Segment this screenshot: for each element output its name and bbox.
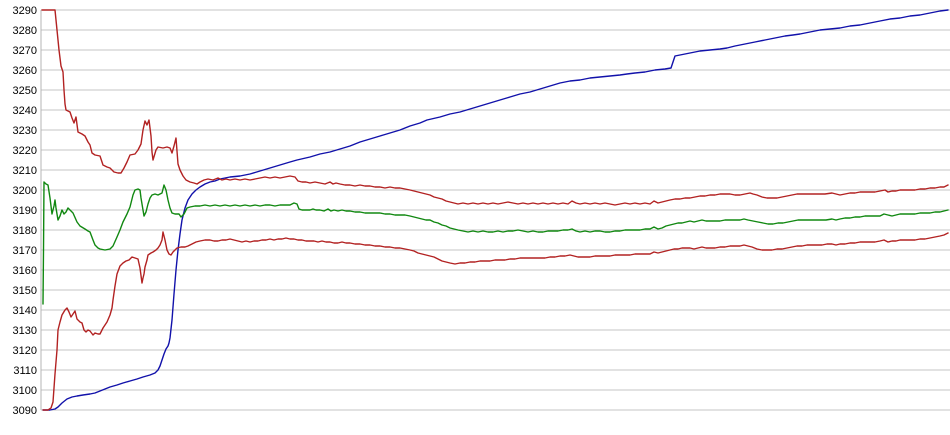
y-tick-label: 3200	[13, 185, 37, 197]
y-tick-label: 3220	[13, 145, 37, 157]
series-equity-line-blue	[42, 9, 949, 411]
y-tick-label: 3180	[13, 225, 37, 237]
series-lower-band-red	[42, 231, 949, 411]
series-upper-band-red	[41, 9, 949, 206]
y-tick-label: 3250	[13, 85, 37, 97]
y-tick-label: 3270	[13, 45, 37, 57]
y-tick-label: 3170	[13, 245, 37, 257]
y-tick-label: 3150	[13, 285, 37, 297]
y-tick-label: 3230	[13, 125, 37, 137]
y-tick-label: 3090	[13, 405, 37, 417]
y-tick-label: 3130	[13, 325, 37, 337]
y-tick-label: 3140	[13, 305, 37, 317]
y-tick-label: 3240	[13, 105, 37, 117]
y-tick-label: 3110	[13, 365, 37, 377]
series-middle-line-green	[42, 181, 949, 305]
y-tick-label: 3290	[13, 5, 37, 17]
y-tick-label: 3160	[13, 265, 37, 277]
y-tick-label: 3280	[13, 25, 37, 37]
y-tick-label: 3190	[13, 205, 37, 217]
y-tick-label: 3210	[13, 165, 37, 177]
y-tick-label: 3100	[13, 385, 37, 397]
y-tick-label: 3120	[13, 345, 37, 357]
y-tick-label: 3260	[13, 65, 37, 77]
